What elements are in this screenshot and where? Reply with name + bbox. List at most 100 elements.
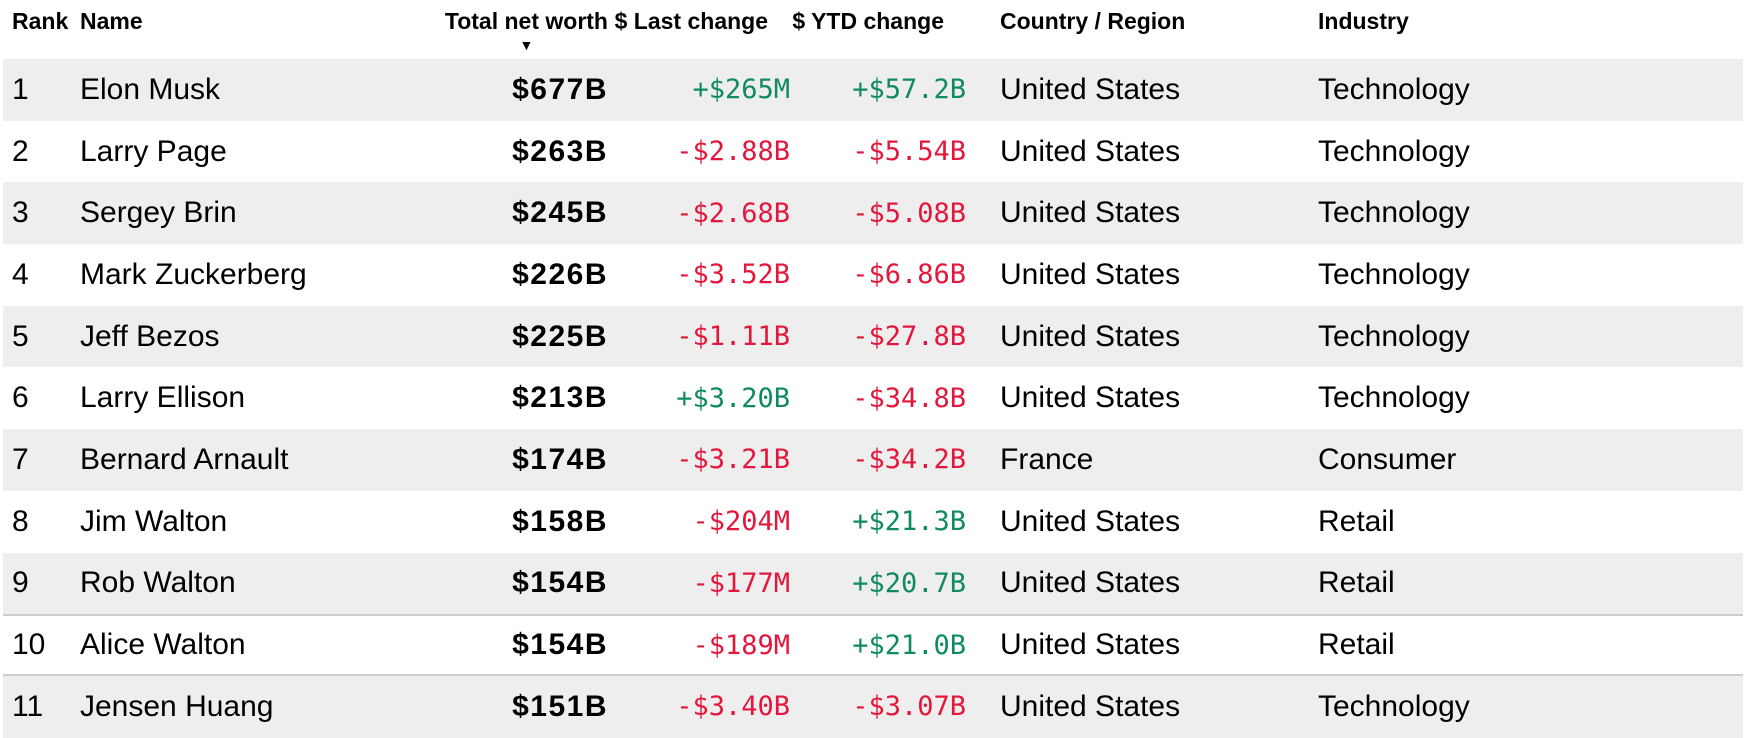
column-header-text: $ YTD change (792, 8, 944, 34)
net-worth-cell: $213B (512, 381, 608, 415)
rank-cell: 2 (12, 134, 29, 168)
country-cell: United States (1000, 628, 1181, 662)
industry-cell: Technology (1318, 319, 1470, 353)
industry-cell: Technology (1318, 257, 1470, 291)
rank-cell: 6 (12, 381, 29, 415)
last-change-cell: +$265M (692, 74, 790, 106)
ytd-change-cell: -$5.08B (852, 197, 966, 229)
table-row[interactable]: 7 Bernard Arnault $174B -$3.21B -$34.2B Franc… (3, 429, 1743, 491)
name-cell[interactable]: Mark Zuckerberg (80, 257, 307, 291)
industry-cell: Technology (1318, 196, 1470, 230)
table-row[interactable]: 10 Alice Walton $154B -$189M +$21.0B United S… (3, 614, 1743, 676)
name-cell[interactable]: Elon Musk (80, 72, 221, 106)
column-header-label: Rank (12, 8, 68, 34)
net-worth-cell: $677B (512, 72, 608, 106)
ytd-change-cell: +$57.2B (852, 74, 966, 106)
rank-cell: 10 (12, 628, 46, 662)
net-worth-cell: $245B (512, 196, 608, 230)
table-row[interactable]: 5 Jeff Bezos $225B -$1.11B -$27.8B United Sta… (3, 305, 1743, 368)
ytd-change-cell: -$27.8B (852, 321, 966, 353)
net-worth-cell: $225B (512, 319, 608, 353)
industry-cell: Technology (1318, 72, 1470, 106)
country-cell: United States (1000, 319, 1181, 353)
last-change-cell: -$189M (692, 629, 790, 661)
rank-cell: 11 (12, 689, 44, 723)
sort-descending-icon: ▼ (519, 37, 534, 54)
name-cell[interactable]: Larry Page (80, 134, 227, 168)
industry-cell: Retail (1318, 566, 1395, 600)
column-header-label: Name (80, 8, 143, 34)
net-worth-cell: $154B (512, 628, 608, 662)
name-cell[interactable]: Rob Walton (80, 566, 236, 600)
column-header-last[interactable]: $ Last change (608, 8, 790, 34)
net-worth-cell: $263B (512, 134, 608, 168)
country-cell: United States (1000, 689, 1181, 723)
column-header-text: Industry (1318, 8, 1409, 34)
rank-cell: 9 (12, 566, 29, 600)
table-row[interactable]: 2 Larry Page $263B -$2.88B -$5.54B United Sta… (3, 121, 1743, 183)
column-header-label: $ YTD change (792, 8, 944, 34)
name-cell[interactable]: Jim Walton (80, 504, 228, 538)
last-change-cell: +$3.20B (676, 382, 790, 414)
ytd-change-cell: +$21.0B (852, 629, 966, 661)
ytd-change-cell: -$5.54B (852, 136, 966, 168)
column-header-rank[interactable]: Rank (3, 8, 80, 34)
name-cell[interactable]: Sergey Brin (80, 196, 237, 230)
ytd-change-cell: -$6.86B (852, 259, 966, 291)
rank-cell: 5 (12, 319, 29, 353)
table-row[interactable]: 6 Larry Ellison $213B +$3.20B -$34.8B United … (3, 367, 1743, 429)
name-cell[interactable]: Alice Walton (80, 628, 246, 662)
last-change-cell: -$2.88B (676, 136, 790, 168)
country-cell: United States (1000, 134, 1181, 168)
column-header-label: Country / Region (1000, 8, 1185, 34)
table-body: 1 Elon Musk $677B +$265M +$57.2B United State… (3, 59, 1743, 738)
ytd-change-cell: -$3.07B (852, 691, 966, 723)
name-cell[interactable]: Bernard Arnault (80, 442, 289, 476)
table-header-row: Rank Name Total net worth ▼ $ Last change $ Y… (3, 0, 1743, 59)
column-header-worth[interactable]: Total net worth ▼ (443, 8, 608, 56)
last-change-cell: -$3.40B (676, 691, 790, 723)
net-worth-cell: $158B (512, 504, 608, 538)
country-cell: United States (1000, 566, 1181, 600)
column-header-label: Total net worth ▼ (445, 8, 608, 52)
column-header-label: $ Last change (615, 8, 768, 34)
rank-cell: 8 (12, 504, 29, 538)
industry-cell: Retail (1318, 504, 1395, 538)
rank-cell: 1 (12, 72, 29, 106)
column-header-country[interactable]: Country / Region (966, 8, 1315, 34)
last-change-cell: -$3.52B (676, 259, 790, 291)
column-header-name[interactable]: Name (80, 8, 443, 34)
name-cell[interactable]: Jeff Bezos (80, 319, 220, 353)
rank-cell: 7 (12, 442, 29, 476)
ytd-change-cell: +$21.3B (852, 506, 966, 538)
table-row[interactable]: 8 Jim Walton $158B -$204M +$21.3B United Stat… (3, 491, 1743, 553)
name-cell[interactable]: Larry Ellison (80, 381, 246, 415)
column-header-ytd[interactable]: $ YTD change (790, 8, 966, 34)
last-change-cell: -$2.68B (676, 197, 790, 229)
table-row[interactable]: 4 Mark Zuckerberg $226B -$3.52B -$6.86B Unite… (3, 244, 1743, 306)
column-header-text: Country / Region (1000, 8, 1186, 34)
industry-cell: Technology (1318, 381, 1470, 415)
last-change-cell: -$204M (692, 506, 790, 538)
table-row[interactable]: 9 Rob Walton $154B -$177M +$20.7B United Stat… (3, 552, 1743, 615)
ytd-change-cell: -$34.8B (852, 382, 966, 414)
net-worth-cell: $174B (512, 442, 608, 476)
country-cell: United States (1000, 257, 1181, 291)
net-worth-cell: $151B (512, 689, 608, 723)
column-header-text: Rank (12, 8, 69, 34)
last-change-cell: -$177M (692, 567, 790, 599)
table-row[interactable]: 1 Elon Musk $677B +$265M +$57.2B United State… (3, 59, 1743, 121)
column-header-industry[interactable]: Industry (1315, 8, 1743, 34)
net-worth-cell: $226B (512, 257, 608, 291)
rank-cell: 3 (12, 196, 29, 230)
industry-cell: Retail (1318, 628, 1395, 662)
country-cell: United States (1000, 196, 1181, 230)
table-row[interactable]: 11 Jensen Huang $151B -$3.40B -$3.07B United … (3, 675, 1743, 738)
column-header-text: Total net worth (444, 8, 608, 34)
name-cell[interactable]: Jensen Huang (80, 689, 274, 723)
country-cell: United States (1000, 72, 1181, 106)
table-row[interactable]: 3 Sergey Brin $245B -$2.68B -$5.08B United St… (3, 182, 1743, 245)
industry-cell: Technology (1318, 689, 1470, 723)
billionaires-table: Rank Name Total net worth ▼ $ Last change $ Y… (3, 0, 1743, 738)
column-header-text: Name (80, 8, 143, 34)
